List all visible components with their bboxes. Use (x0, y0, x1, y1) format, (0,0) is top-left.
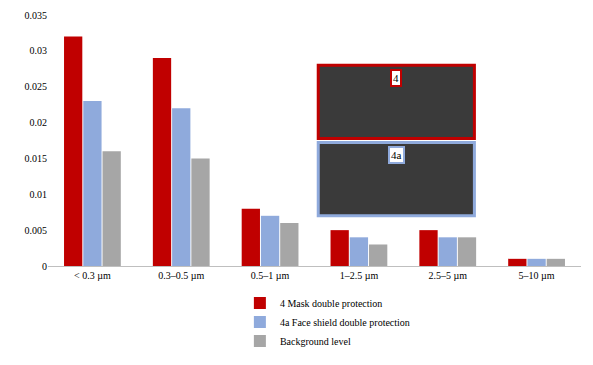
svg-text:4: 4 (393, 72, 399, 84)
svg-text:0.03: 0.03 (30, 45, 48, 56)
svg-text:0.035: 0.035 (25, 10, 48, 21)
svg-text:4 Mask double protection: 4 Mask double protection (280, 298, 382, 309)
svg-text:Background level: Background level (280, 336, 351, 347)
svg-text:0.02: 0.02 (30, 117, 48, 128)
svg-text:0.005: 0.005 (25, 225, 48, 236)
svg-text:0.015: 0.015 (25, 153, 48, 164)
svg-text:1–2.5 µm: 1–2.5 µm (340, 270, 379, 281)
svg-text:< 0.3 µm: < 0.3 µm (74, 270, 111, 281)
svg-text:0.025: 0.025 (25, 81, 48, 92)
svg-text:4a Face shield double protecti: 4a Face shield double protection (280, 317, 410, 328)
svg-text:5–10 µm: 5–10 µm (519, 270, 555, 281)
svg-text:0.01: 0.01 (30, 189, 48, 200)
svg-text:2.5–5 µm: 2.5–5 µm (428, 270, 467, 281)
svg-text:0: 0 (42, 261, 47, 272)
svg-text:0.3–0.5 µm: 0.3–0.5 µm (158, 270, 204, 281)
svg-text:0.5–1 µm: 0.5–1 µm (251, 270, 290, 281)
svg-text:4a: 4a (391, 149, 402, 161)
